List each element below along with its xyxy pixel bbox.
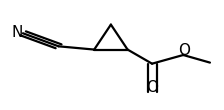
Text: O: O xyxy=(178,43,190,58)
Text: O: O xyxy=(146,80,158,95)
Text: N: N xyxy=(12,25,23,40)
